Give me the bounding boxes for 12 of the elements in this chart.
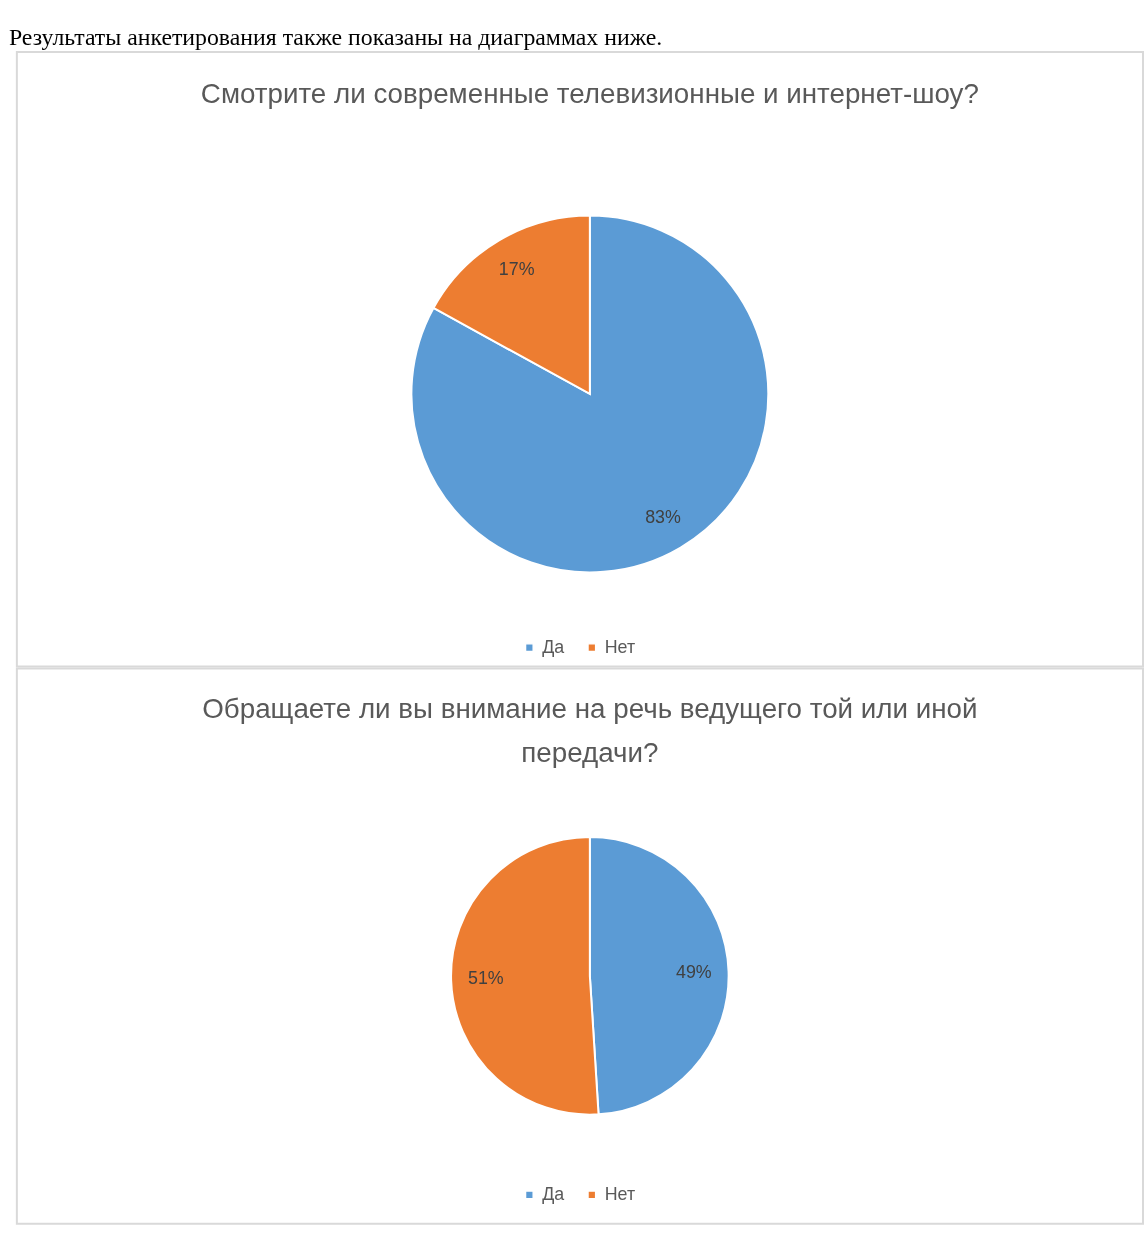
data-label: 51% <box>467 968 504 989</box>
chart-title: Обращаете ли вы внимание на речь ведущего той или иной передачи? <box>202 693 978 768</box>
data-label: 17% <box>498 259 535 280</box>
text: Результаты анкетирования также показаны на диаграммах ниже. <box>8 23 663 50</box>
data-label: 49% <box>676 961 712 982</box>
legend-label: Нет <box>604 636 636 657</box>
legend-label: Нет <box>604 1183 636 1204</box>
data-label: 83% <box>645 506 681 527</box>
legend-label: Да <box>542 636 565 657</box>
legend-label: Да <box>542 1183 565 1204</box>
chart-title: Смотрите ли современные телевизионные и интернет-шоу? <box>200 78 979 110</box>
pie-slice <box>410 214 770 574</box>
